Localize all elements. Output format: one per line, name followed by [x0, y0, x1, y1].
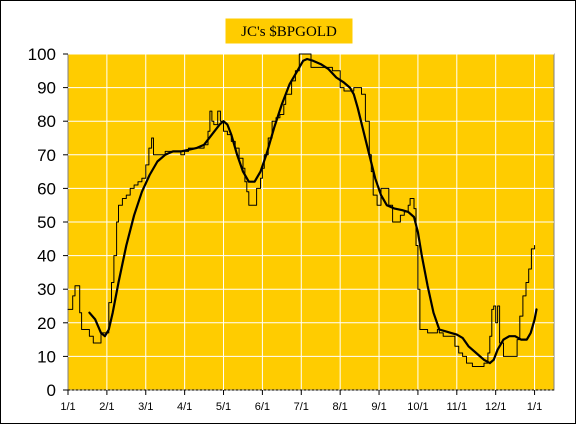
x-tick-label: 10/1	[407, 401, 428, 413]
x-tick-label: 9/1	[371, 401, 386, 413]
y-tick-label: 0	[47, 381, 56, 400]
x-tick-label: 1/1	[527, 401, 542, 413]
x-tick-label: 1/1	[60, 401, 75, 413]
x-tick-label: 12/1	[485, 401, 506, 413]
x-tick-label: 7/1	[294, 401, 309, 413]
y-tick-label: 30	[37, 280, 56, 299]
x-tick-label: 2/1	[99, 401, 114, 413]
chart-title: JC's $BPGOLD	[241, 24, 337, 40]
x-tick-label: 8/1	[333, 401, 348, 413]
y-tick-label: 100	[28, 45, 56, 64]
y-tick-label: 20	[37, 314, 56, 333]
x-tick-label: 3/1	[138, 401, 153, 413]
y-axis-ticks: 0 10 20 30 40 50 60 70 80 90 100	[28, 45, 68, 400]
series-layer	[67, 53, 538, 367]
x-tick-label: 6/1	[255, 401, 270, 413]
y-tick-label: 50	[37, 213, 56, 232]
x-tick-label: 5/1	[216, 401, 231, 413]
raw-series-line	[67, 53, 536, 367]
smoothed-series-line	[88, 57, 538, 365]
y-tick-label: 90	[37, 79, 56, 98]
y-tick-label: 80	[37, 112, 56, 131]
y-tick-label: 40	[37, 247, 56, 266]
y-tick-label: 10	[37, 347, 56, 366]
y-tick-label: 60	[37, 179, 56, 198]
x-tick-label: 4/1	[177, 401, 192, 413]
chart-title-box	[225, 18, 353, 44]
x-tick-label: 11/1	[447, 401, 468, 413]
y-tick-label: 70	[37, 146, 56, 165]
x-axis-ticks: 1/1 2/1 3/1 4/1 5/1 6/1 7/1 8/1 9/1 10/1 11/1 12/1 1…	[60, 390, 542, 413]
